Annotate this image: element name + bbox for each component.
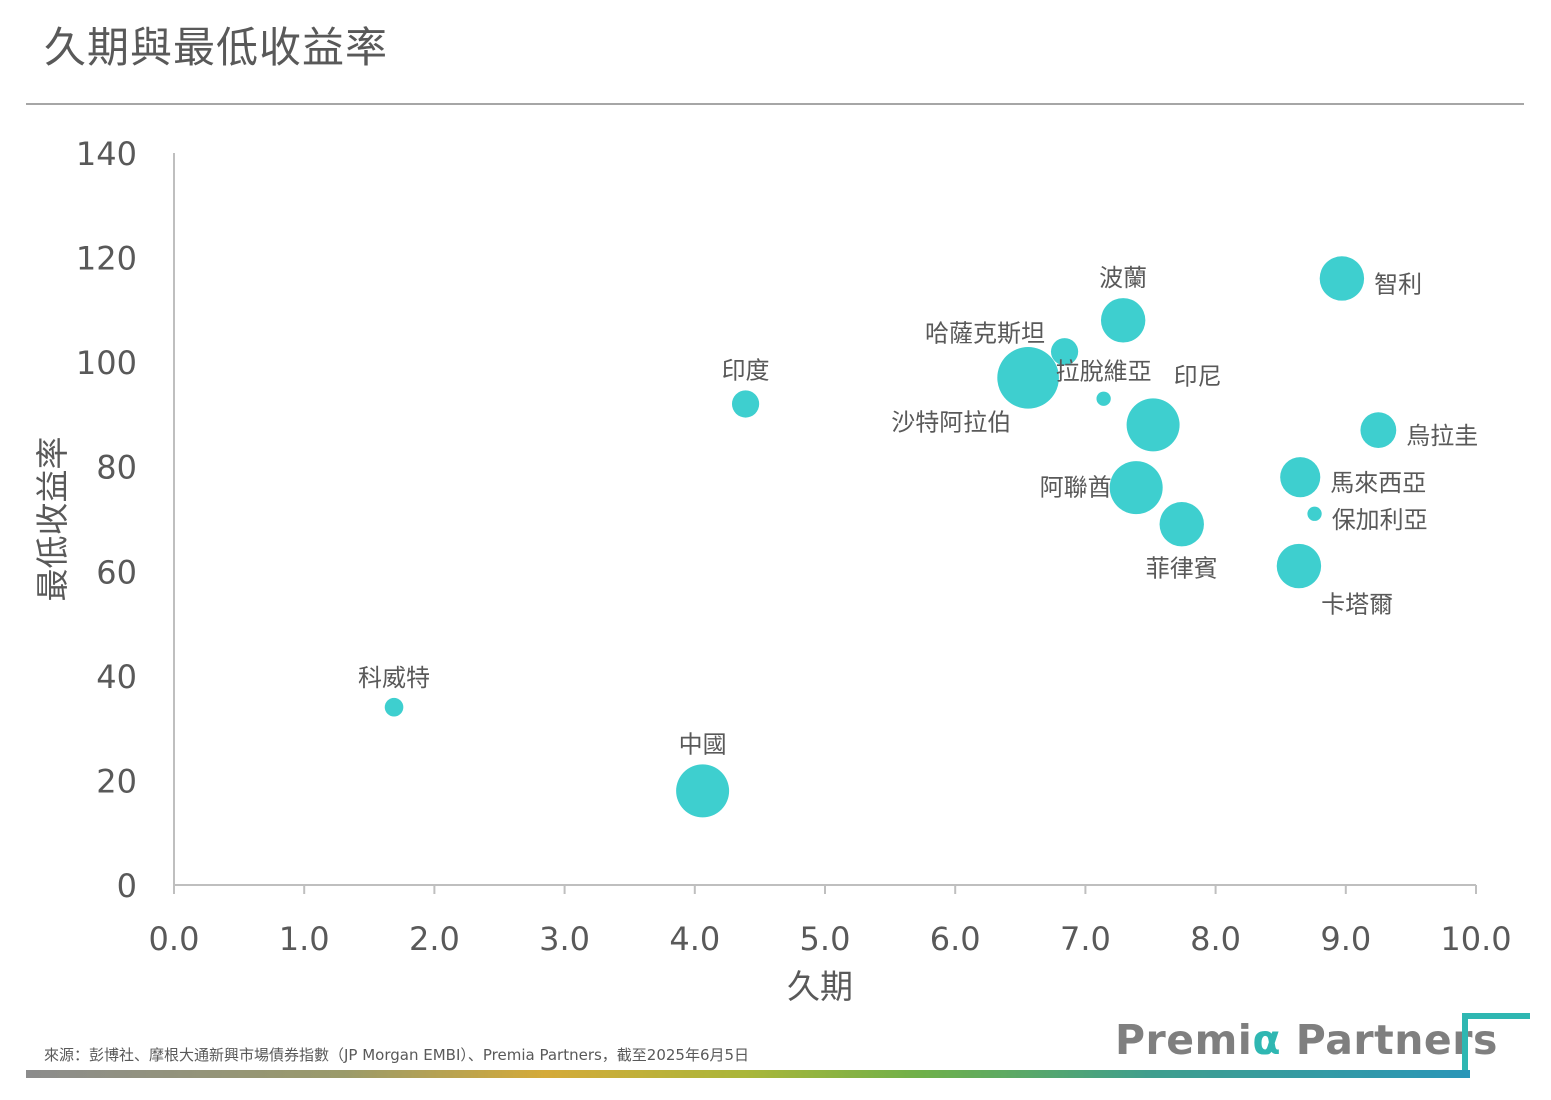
- y-tick-label: 20: [96, 762, 137, 800]
- point-label: 科威特: [358, 664, 430, 692]
- scatter-chart: 0.0 1.0 2.0 3.0 4.0 5.0 6.0 7.0 8.0 9.0 10.0 0 20 40…: [33, 135, 1512, 1006]
- y-axis-title: 最低收益率: [33, 437, 72, 602]
- y-tick-group: 0 20 40 60 80 100 120 140: [76, 135, 137, 905]
- bubble-point: [1159, 502, 1204, 547]
- point-label: 保加利亞: [1332, 506, 1428, 534]
- chart-title: 久期與最低收益率: [44, 23, 389, 72]
- y-tick-label: 0: [117, 867, 137, 905]
- point-label: 沙特阿拉伯: [891, 409, 1011, 437]
- x-tick-label: 4.0: [669, 920, 720, 958]
- y-tick-label: 140: [76, 135, 137, 173]
- x-tick-group: 0.0 1.0 2.0 3.0 4.0 5.0 6.0 7.0 8.0 9.0 10.0: [149, 885, 1512, 958]
- point-label: 阿聯酋: [1040, 474, 1112, 502]
- bubble-point: [731, 390, 760, 418]
- chart-axes: [173, 153, 1476, 886]
- y-tick-label: 40: [96, 658, 137, 696]
- brand-prefix: Premi: [1115, 1016, 1253, 1064]
- bubble-point: [676, 764, 730, 818]
- brand-alpha: α: [1252, 1016, 1282, 1064]
- point-label: 印尼: [1174, 362, 1222, 390]
- bubble-point: [1307, 506, 1322, 521]
- bubble-point: [1050, 338, 1079, 366]
- point-label: 菲律賓: [1146, 554, 1218, 582]
- footer-gradient-bar: [26, 1070, 1470, 1078]
- point-label: 印度: [722, 356, 770, 384]
- x-tick-label: 1.0: [279, 920, 330, 958]
- brand-bracket: [1462, 1013, 1530, 1075]
- point-label: 卡塔爾: [1321, 590, 1393, 618]
- y-tick-label: 80: [96, 449, 137, 487]
- x-tick-label: 7.0: [1060, 920, 1111, 958]
- y-tick-label: 120: [76, 240, 137, 278]
- x-tick-label: 10.0: [1440, 920, 1511, 958]
- y-tick-label: 100: [76, 344, 137, 382]
- x-tick-label: 3.0: [539, 920, 590, 958]
- x-tick-label: 5.0: [800, 920, 851, 958]
- y-tick-label: 60: [96, 553, 137, 591]
- point-label: 中國: [679, 730, 727, 758]
- bubble-point: [1126, 398, 1180, 452]
- bubble-point: [1360, 412, 1397, 449]
- point-label: 馬來西亞: [1330, 469, 1426, 497]
- bubble-point: [384, 697, 404, 717]
- x-tick-label: 6.0: [930, 920, 981, 958]
- bubble-point: [1319, 256, 1365, 301]
- source-note: 來源：彭博社、摩根大通新興市場債券指數（JP Morgan EMBI）、Prem…: [44, 1046, 750, 1064]
- bubble-point: [1280, 457, 1321, 498]
- bubble-group: [384, 256, 1397, 818]
- bubble-point: [997, 347, 1059, 409]
- bubble-point: [1096, 391, 1111, 406]
- x-tick-label: 8.0: [1190, 920, 1241, 958]
- point-label: 智利: [1374, 270, 1422, 298]
- x-axis-title: 久期: [787, 967, 853, 1006]
- title-divider: [26, 103, 1524, 105]
- brand-logo: Premiα Partners: [1115, 1016, 1498, 1064]
- bubble-point: [1109, 461, 1163, 515]
- point-label: 哈薩克斯坦: [925, 320, 1045, 348]
- x-tick-label: 2.0: [409, 920, 460, 958]
- point-label: 波蘭: [1099, 264, 1147, 292]
- x-tick-label: 0.0: [149, 920, 200, 958]
- bubble-point: [1276, 543, 1322, 589]
- bubble-point: [1100, 298, 1146, 343]
- point-label: 烏拉圭: [1406, 422, 1478, 450]
- x-tick-label: 9.0: [1320, 920, 1371, 958]
- point-label: 拉脫維亞: [1056, 358, 1152, 386]
